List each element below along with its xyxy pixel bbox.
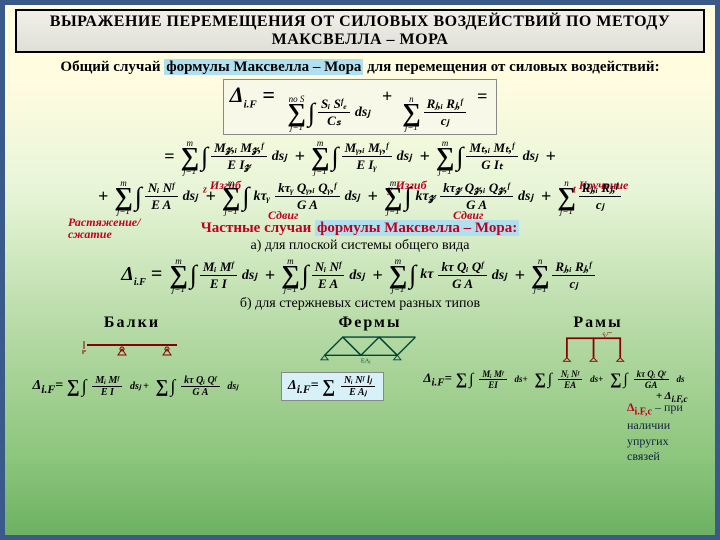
subheading-suffix: для перемещения от силовых воздействий: — [367, 59, 659, 75]
bottom-formulas: Δi.F= ∑∫ Mᵢ MᶠE I dsⱼ + ∑∫ kτ Qᵢ QᶠG A d… — [13, 369, 707, 404]
truss-label: Фермы — [320, 314, 420, 332]
label-sdvig2: Сдвиг — [453, 208, 483, 223]
truss-diagram: EAⱼ — [320, 332, 420, 364]
subheading-prefix: Общий случай — [60, 59, 164, 75]
systems-row: Балки Фермы EAⱼ Рамы — [13, 314, 707, 369]
beam-label: Балки — [82, 314, 182, 332]
formula-row3: + m∑j=1 ∫ Nᵢ NᶠE A dsⱼ + m∑j=1 ∫kτᵧ kτᵧ … — [13, 178, 707, 216]
right-note: Δi.F,c – при наличии упругих связей — [627, 400, 707, 465]
beam-diagram — [82, 332, 182, 364]
svg-text:EAⱼ: EAⱼ — [361, 358, 371, 364]
subheading: Общий случай формулы Максвелла – Мора дл… — [15, 59, 705, 76]
label-sdvig1: Сдвиг — [268, 208, 298, 223]
label-rast: Растяжение/ сжатие — [68, 216, 148, 240]
formula-plane: Δi.F = m∑j=1 ∫ Mᵢ MᶠE I dsⱼ + m∑j=1 ∫ Nᵢ… — [13, 256, 707, 294]
subheading-highlight: формулы Максвелла – Мора — [164, 59, 363, 75]
case-b-caption: б) для стержневых систем разных типов — [5, 296, 715, 312]
page-title: ВЫРАЖЕНИЕ ПЕРЕМЕЩЕНИЯ ОТ СИЛОВЫХ ВОЗДЕЙС… — [23, 13, 697, 49]
frame-label: Рамы — [558, 314, 638, 332]
formula-general: Δi.F = no S∑j=1 ∫ Sᵢ SᶠₑCₛ dsⱼ + n∑j=1 R… — [13, 78, 707, 136]
partial-heading-hl: формулы Максвелла – Мора: — [315, 220, 519, 236]
title-box: ВЫРАЖЕНИЕ ПЕРЕМЕЩЕНИЯ ОТ СИЛОВЫХ ВОЗДЕЙС… — [15, 9, 705, 53]
frame-diagram: EAⱼ — [558, 332, 638, 364]
formula-row2: = m∑j=1 ∫ M𝓏,ᵢ M𝓏,ᶠE I𝓏 dsⱼ + m∑j=1 ∫ Mᵧ… — [13, 138, 707, 176]
